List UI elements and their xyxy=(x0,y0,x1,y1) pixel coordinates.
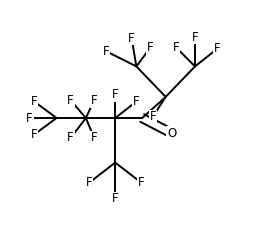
Text: F: F xyxy=(26,111,33,125)
Text: F: F xyxy=(147,41,154,54)
Text: F: F xyxy=(112,192,118,206)
Text: F: F xyxy=(173,41,180,54)
Text: F: F xyxy=(31,95,38,108)
Text: F: F xyxy=(103,45,109,58)
Text: F: F xyxy=(91,131,98,144)
Text: F: F xyxy=(31,128,38,141)
Text: F: F xyxy=(91,94,98,107)
Text: F: F xyxy=(133,95,140,108)
Text: F: F xyxy=(67,94,74,107)
Text: F: F xyxy=(138,176,144,189)
Text: O: O xyxy=(167,127,176,140)
Text: F: F xyxy=(214,42,221,55)
Text: F: F xyxy=(86,176,93,189)
Text: F: F xyxy=(192,30,198,44)
Text: F: F xyxy=(112,88,118,101)
Text: F: F xyxy=(67,131,74,144)
Text: F: F xyxy=(150,110,156,123)
Text: F: F xyxy=(128,32,135,45)
